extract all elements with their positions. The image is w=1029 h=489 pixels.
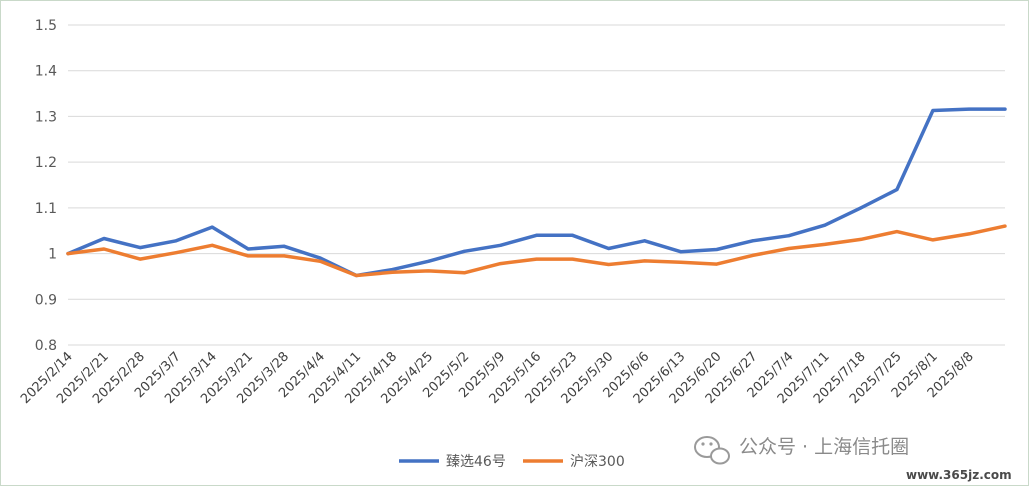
data-point — [246, 247, 250, 251]
data-point — [715, 247, 719, 251]
data-point — [66, 252, 70, 256]
data-point — [895, 230, 899, 234]
data-point — [426, 259, 430, 263]
data-point — [390, 268, 394, 272]
data-point — [138, 257, 142, 261]
data-point — [102, 236, 106, 240]
y-tick-label: 0.8 — [35, 338, 57, 354]
data-point — [571, 233, 575, 237]
y-tick-label: 1 — [48, 247, 57, 263]
data-point — [859, 237, 863, 241]
data-point — [967, 232, 971, 236]
data-point — [426, 269, 430, 273]
y-tick-label: 1.1 — [35, 201, 57, 217]
data-point — [102, 247, 106, 251]
data-point — [246, 254, 250, 258]
data-point — [931, 108, 935, 112]
data-point — [354, 274, 358, 278]
data-point — [787, 234, 791, 238]
y-tick-label: 1.3 — [35, 109, 57, 125]
data-point — [715, 262, 719, 266]
data-point — [679, 250, 683, 254]
grid-lines — [68, 24, 1005, 346]
data-point — [282, 254, 286, 258]
data-point — [498, 262, 502, 266]
legend-label: 臻选46号 — [446, 454, 506, 470]
watermark: 公众号 · 上海信托圈 www.365jz.com — [694, 436, 1012, 482]
series-lines — [66, 107, 1007, 278]
data-point — [967, 107, 971, 111]
data-point — [462, 249, 466, 253]
data-point — [282, 244, 286, 248]
watermark-site: www.365jz.com — [906, 468, 1012, 482]
data-point — [823, 242, 827, 246]
data-point — [859, 206, 863, 210]
watermark-text: 公众号 · 上海信托圈 — [739, 436, 909, 458]
y-tick-label: 1.2 — [35, 155, 57, 171]
legend-label: 沪深300 — [570, 454, 625, 470]
data-point — [895, 188, 899, 192]
data-point — [1003, 107, 1007, 111]
data-point — [751, 253, 755, 257]
data-point — [751, 239, 755, 243]
data-point — [535, 257, 538, 261]
data-point — [318, 259, 322, 263]
y-tick-label: 1.5 — [35, 18, 57, 34]
data-point — [318, 256, 322, 260]
data-point — [390, 270, 394, 274]
y-tick-label: 0.9 — [35, 292, 57, 308]
data-point — [643, 239, 647, 243]
data-point — [931, 238, 935, 242]
data-point — [210, 243, 214, 247]
data-point — [823, 223, 827, 227]
y-axis-ticks: 1.5 1.4 1.3 1.2 1.1 1 0.9 0.8 — [35, 18, 57, 354]
data-point — [138, 246, 142, 250]
series-line-1 — [66, 224, 1007, 278]
legend: 臻选46号 沪深300 — [399, 454, 625, 470]
series-line-0 — [66, 107, 1007, 278]
data-point — [462, 271, 466, 275]
data-point — [607, 263, 611, 267]
data-point — [571, 257, 575, 261]
data-point — [679, 260, 683, 264]
y-tick-label: 1.4 — [35, 64, 57, 80]
data-point — [1003, 224, 1007, 228]
data-point — [787, 247, 791, 251]
data-point — [535, 233, 538, 237]
data-point — [174, 251, 178, 255]
wechat-icon — [694, 436, 730, 465]
data-point — [498, 243, 502, 247]
x-axis-ticks: 2025/2/142025/2/212025/2/282025/3/72025/… — [18, 349, 977, 407]
data-point — [607, 247, 611, 251]
data-point — [210, 225, 214, 229]
data-point — [174, 239, 178, 243]
data-point — [643, 259, 647, 263]
